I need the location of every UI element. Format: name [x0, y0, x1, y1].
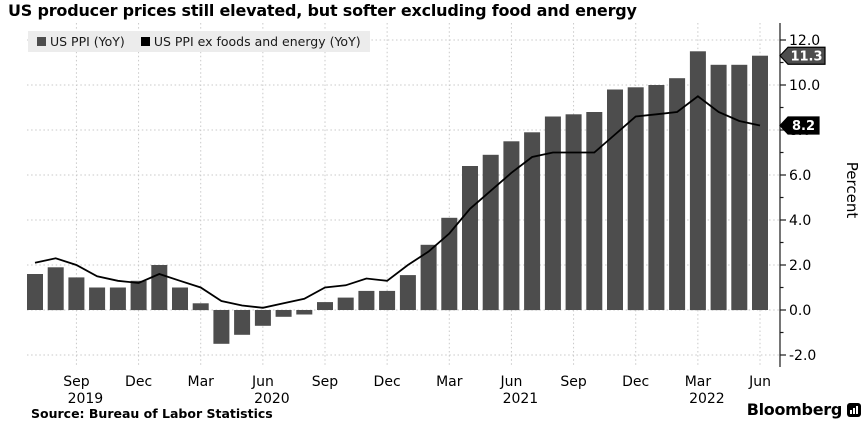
- bar-Mar 2021: [441, 217, 458, 311]
- svg-text:2022: 2022: [689, 391, 725, 407]
- bar-Mar 2022: [689, 51, 706, 311]
- bar-Oct 2020: [337, 297, 354, 310]
- svg-text:Sep: Sep: [63, 374, 90, 390]
- bar-Apr 2020: [213, 310, 230, 344]
- bar-Jun 2020: [254, 310, 271, 326]
- bar-Feb 2020: [172, 287, 188, 310]
- bar-Sep 2020: [317, 302, 333, 310]
- svg-text:Jun: Jun: [748, 374, 771, 390]
- bar-Jan 2021: [399, 275, 416, 310]
- bar-Dec 2021: [627, 87, 644, 311]
- bar-Jan 2022: [648, 85, 665, 310]
- bar-Apr 2021: [462, 166, 478, 310]
- bar-Apr 2022: [710, 64, 727, 311]
- bar-Sep 2021: [565, 114, 582, 310]
- value-badge-11.3: 11.3: [779, 46, 826, 65]
- svg-text:Mar: Mar: [187, 374, 214, 390]
- bar-Mar 2020: [192, 303, 209, 311]
- bar-Aug 2021: [544, 116, 561, 310]
- bar-Sep 2019: [68, 277, 85, 310]
- svg-text:Sep: Sep: [560, 374, 587, 390]
- y-axis-title: Percent: [843, 162, 861, 219]
- svg-text:2019: 2019: [68, 391, 104, 407]
- y-tick-labels: -2.00.02.04.06.08.010.012.0: [789, 33, 820, 364]
- bloomberg-wordmark: Bloomberg: [746, 400, 843, 419]
- bar-Oct 2019: [89, 287, 106, 310]
- svg-text:Mar: Mar: [436, 374, 463, 390]
- y-axis: [779, 23, 786, 367]
- svg-text:10.0: 10.0: [789, 78, 820, 94]
- bar-Jun 2021: [503, 141, 520, 311]
- chart-legend: US PPI (YoY) US PPI ex foods and energy …: [28, 31, 370, 52]
- bar-Aug 2020: [296, 310, 313, 315]
- bar-Jul 2020: [275, 310, 292, 317]
- svg-text:8.2: 8.2: [792, 119, 815, 134]
- value-badge-8.2: 8.2: [779, 116, 820, 135]
- svg-text:Dec: Dec: [125, 374, 152, 390]
- svg-text:Mar: Mar: [685, 374, 712, 390]
- svg-text:Jun: Jun: [251, 374, 274, 390]
- bar-Jan 2020: [151, 265, 168, 310]
- svg-text:-2.0: -2.0: [789, 348, 816, 364]
- bloomberg-logo: Bloomberg: [747, 400, 861, 419]
- core-ppi-line: [34, 95, 761, 309]
- legend-item-us-ppi: US PPI (YoY): [37, 34, 125, 49]
- svg-text:2.0: 2.0: [789, 258, 811, 274]
- legend-item-core-ppi: US PPI ex foods and energy (YoY): [140, 34, 361, 49]
- svg-text:4.0: 4.0: [789, 213, 811, 229]
- bar-Nov 2019: [109, 287, 126, 310]
- svg-text:0.0: 0.0: [789, 303, 811, 319]
- bar-Jun 2022: [752, 55, 768, 311]
- svg-text:12.0: 12.0: [789, 33, 820, 49]
- legend-label-core-ppi: US PPI ex foods and energy (YoY): [153, 34, 361, 49]
- bar-Feb 2022: [669, 78, 686, 310]
- bar-Feb 2021: [420, 244, 437, 311]
- bar-Jul 2019: [27, 274, 43, 310]
- svg-text:Jun: Jun: [499, 374, 522, 390]
- svg-text:Dec: Dec: [622, 374, 649, 390]
- bar-May 2022: [731, 64, 748, 311]
- ppi-bars: [27, 51, 768, 344]
- bar-Aug 2019: [47, 267, 64, 311]
- source-note: Source: Bureau of Labor Statistics: [31, 406, 273, 421]
- bar-Dec 2020: [379, 290, 396, 310]
- legend-label-us-ppi: US PPI (YoY): [50, 34, 125, 49]
- bar-Nov 2020: [358, 290, 375, 310]
- bloomberg-mark-icon: [847, 402, 861, 417]
- gridlines: [27, 23, 780, 367]
- bar-Jul 2021: [524, 132, 541, 311]
- bar-Dec 2019: [130, 280, 147, 311]
- chart-title: US producer prices still elevated, but s…: [8, 1, 637, 20]
- svg-text:11.3: 11.3: [790, 49, 822, 64]
- bar-May 2020: [234, 310, 251, 335]
- bar-May 2021: [482, 154, 499, 311]
- svg-text:2021: 2021: [503, 391, 539, 407]
- svg-text:2020: 2020: [254, 391, 290, 407]
- svg-text:Sep: Sep: [312, 374, 339, 390]
- line-series-swatch-icon: [140, 37, 150, 46]
- bar-series-swatch-icon: [37, 37, 46, 46]
- bar-Nov 2021: [607, 89, 623, 310]
- bar-Oct 2021: [586, 112, 603, 310]
- svg-text:Dec: Dec: [374, 374, 401, 390]
- svg-text:6.0: 6.0: [789, 168, 811, 184]
